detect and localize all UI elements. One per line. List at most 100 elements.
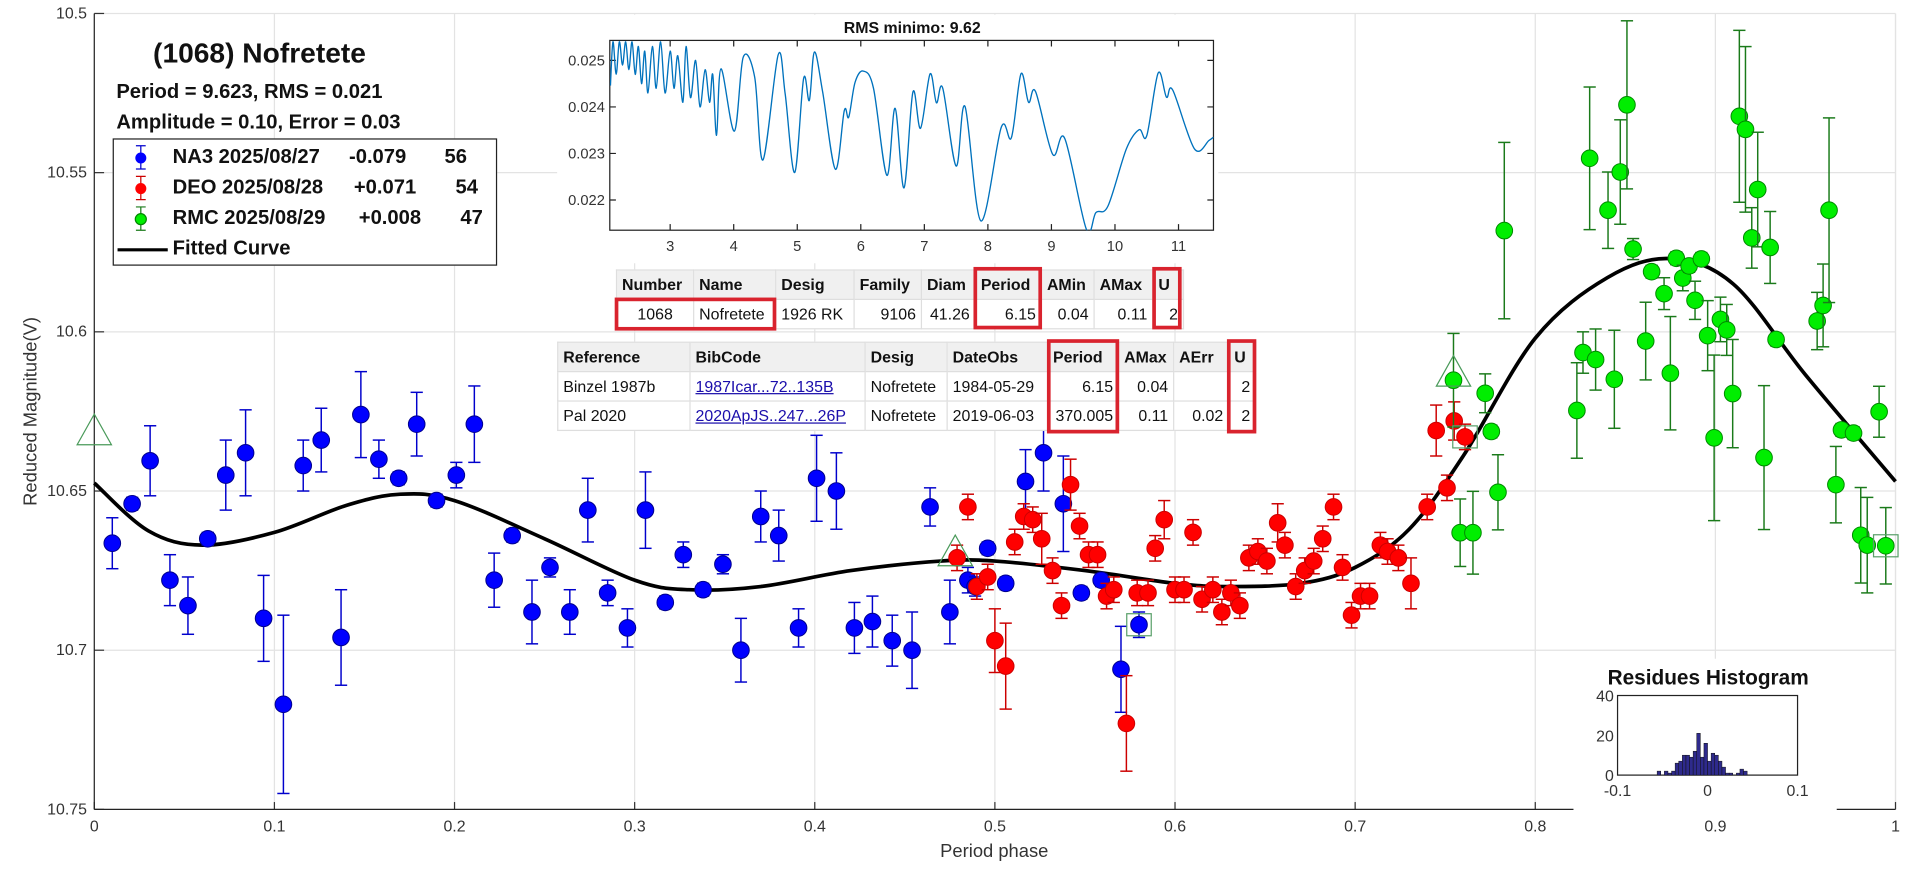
y-tick-label: 10.75 xyxy=(47,801,87,818)
table-row: 1068 Nofretete 1926 RK 9106 41.26 6.15 0… xyxy=(615,298,1185,330)
data-point xyxy=(541,558,559,577)
periodogram-inset: RMS minimo: 9.62 3 4 5 6 7 8 9 10 11 0.022 0.023 0.… xyxy=(557,14,1219,264)
x-tick-label: 1 xyxy=(1891,818,1900,835)
legend-item-na3: NA3 2025/08/27 -0.079 56 xyxy=(114,142,496,173)
data-point xyxy=(1814,296,1832,315)
data-point xyxy=(1052,596,1071,615)
rms-periodogram-line xyxy=(609,41,1214,231)
data-point xyxy=(959,498,977,516)
data-point xyxy=(1268,514,1287,532)
x-axis-label: Period phase xyxy=(940,840,1048,861)
table-header-row: Number Name Desig Family Diam Period AMi… xyxy=(615,269,1185,301)
bibcode-link[interactable]: 1987Icar...72..135B xyxy=(695,377,834,396)
histogram-bar xyxy=(1692,750,1697,776)
data-point xyxy=(656,593,675,612)
data-point xyxy=(216,466,235,484)
data-point xyxy=(636,501,655,519)
histogram-bar xyxy=(1696,733,1701,776)
histogram-bar xyxy=(1671,770,1676,776)
data-point xyxy=(1072,584,1091,602)
periodogram-plot: RMS minimo: 9.62 3 4 5 6 7 8 9 10 11 0.022 0.023 0.… xyxy=(568,20,1215,255)
data-point xyxy=(1482,422,1501,441)
stats-amplitude-error: Amplitude = 0.10, Error = 0.03 xyxy=(116,111,401,134)
cell-period: 6.15 xyxy=(974,298,1043,330)
x-tick-label: 9 xyxy=(1047,239,1055,255)
histogram-bar xyxy=(1685,754,1690,776)
data-point xyxy=(1146,539,1165,558)
histogram-bar xyxy=(1714,754,1719,776)
data-point xyxy=(254,609,273,628)
data-point xyxy=(1456,428,1474,446)
x-tick-label: 0.8 xyxy=(1524,818,1546,835)
data-point xyxy=(1476,384,1495,403)
data-point xyxy=(407,415,426,433)
cell-amin: 0.04 xyxy=(1040,298,1095,330)
cell-name: Nofretete xyxy=(693,298,777,330)
data-point xyxy=(1175,580,1193,599)
y-tick-label: 10.65 xyxy=(47,483,87,500)
data-point xyxy=(1723,384,1742,403)
data-point xyxy=(863,612,882,631)
data-point xyxy=(732,641,750,660)
triangle-marker xyxy=(1435,354,1472,387)
bibcode-link[interactable]: 2020ApJS..247...26P xyxy=(695,406,846,425)
cell-bibcode: 2020ApJS..247...26P xyxy=(689,400,866,432)
data-point xyxy=(1032,529,1051,548)
data-point xyxy=(1043,561,1062,580)
data-point xyxy=(845,619,864,637)
y-tick-label: 0.025 xyxy=(568,53,605,69)
data-point xyxy=(598,584,617,602)
x-tick-label: -0.1 xyxy=(1604,783,1632,800)
data-point xyxy=(1736,120,1755,139)
data-point xyxy=(1034,444,1053,462)
data-point xyxy=(1667,249,1686,268)
histogram-bar xyxy=(1707,760,1712,776)
data-point xyxy=(1464,523,1482,542)
cell-u: 2 xyxy=(1228,400,1257,432)
table-row: Pal 2020 2020ApJS..247...26P Nofretete 2… xyxy=(557,400,1257,432)
data-point xyxy=(1489,483,1507,502)
data-point xyxy=(1402,574,1420,593)
histogram-title: Residues Histogram xyxy=(1608,666,1809,689)
data-point xyxy=(1820,201,1838,220)
data-point xyxy=(986,631,1004,650)
blue-marker-icon xyxy=(135,145,147,170)
histogram-bar xyxy=(1739,768,1744,776)
data-point xyxy=(560,603,579,621)
histogram-bar xyxy=(1674,762,1679,776)
x-tick-label: 0 xyxy=(90,818,99,835)
data-point xyxy=(1605,370,1624,389)
x-tick-label: 5 xyxy=(793,239,801,255)
data-point xyxy=(1636,332,1655,350)
y-tick-label: 10.55 xyxy=(47,165,87,182)
data-point xyxy=(1586,350,1605,369)
table-row: Binzel 1987b 1987Icar...72..135B Nofrete… xyxy=(557,371,1257,402)
cell-aerr: 0.02 xyxy=(1173,400,1230,432)
x-tick-label: 0.1 xyxy=(1786,783,1808,800)
cell-dateobs: 2019-06-03 xyxy=(946,400,1049,432)
data-point xyxy=(579,501,597,519)
legend-label: DEO 2025/08/28 xyxy=(172,176,324,199)
cell-desig: Nofretete xyxy=(864,371,948,402)
data-point xyxy=(1808,312,1826,330)
y-tick-label: 0.024 xyxy=(568,100,605,116)
data-point xyxy=(465,415,484,433)
x-tick-label: 0.7 xyxy=(1344,818,1366,835)
data-point xyxy=(312,431,331,449)
cell-desig: Nofretete xyxy=(864,400,948,432)
asteroid-info-table: Number Name Desig Family Diam Period AMi… xyxy=(615,269,1185,330)
data-point xyxy=(1389,549,1408,567)
data-point xyxy=(1112,660,1130,679)
data-point xyxy=(123,494,141,513)
legend-item-deo: DEO 2025/08/28 +0.071 54 xyxy=(114,173,496,204)
data-point xyxy=(1333,558,1352,577)
data-point xyxy=(1618,96,1636,114)
data-point xyxy=(1117,714,1136,733)
data-point xyxy=(1204,580,1222,599)
data-point xyxy=(523,603,541,621)
data-point xyxy=(503,526,521,545)
data-point xyxy=(807,469,826,488)
data-point xyxy=(1568,401,1586,420)
data-point xyxy=(674,545,693,564)
data-point xyxy=(1360,587,1379,605)
